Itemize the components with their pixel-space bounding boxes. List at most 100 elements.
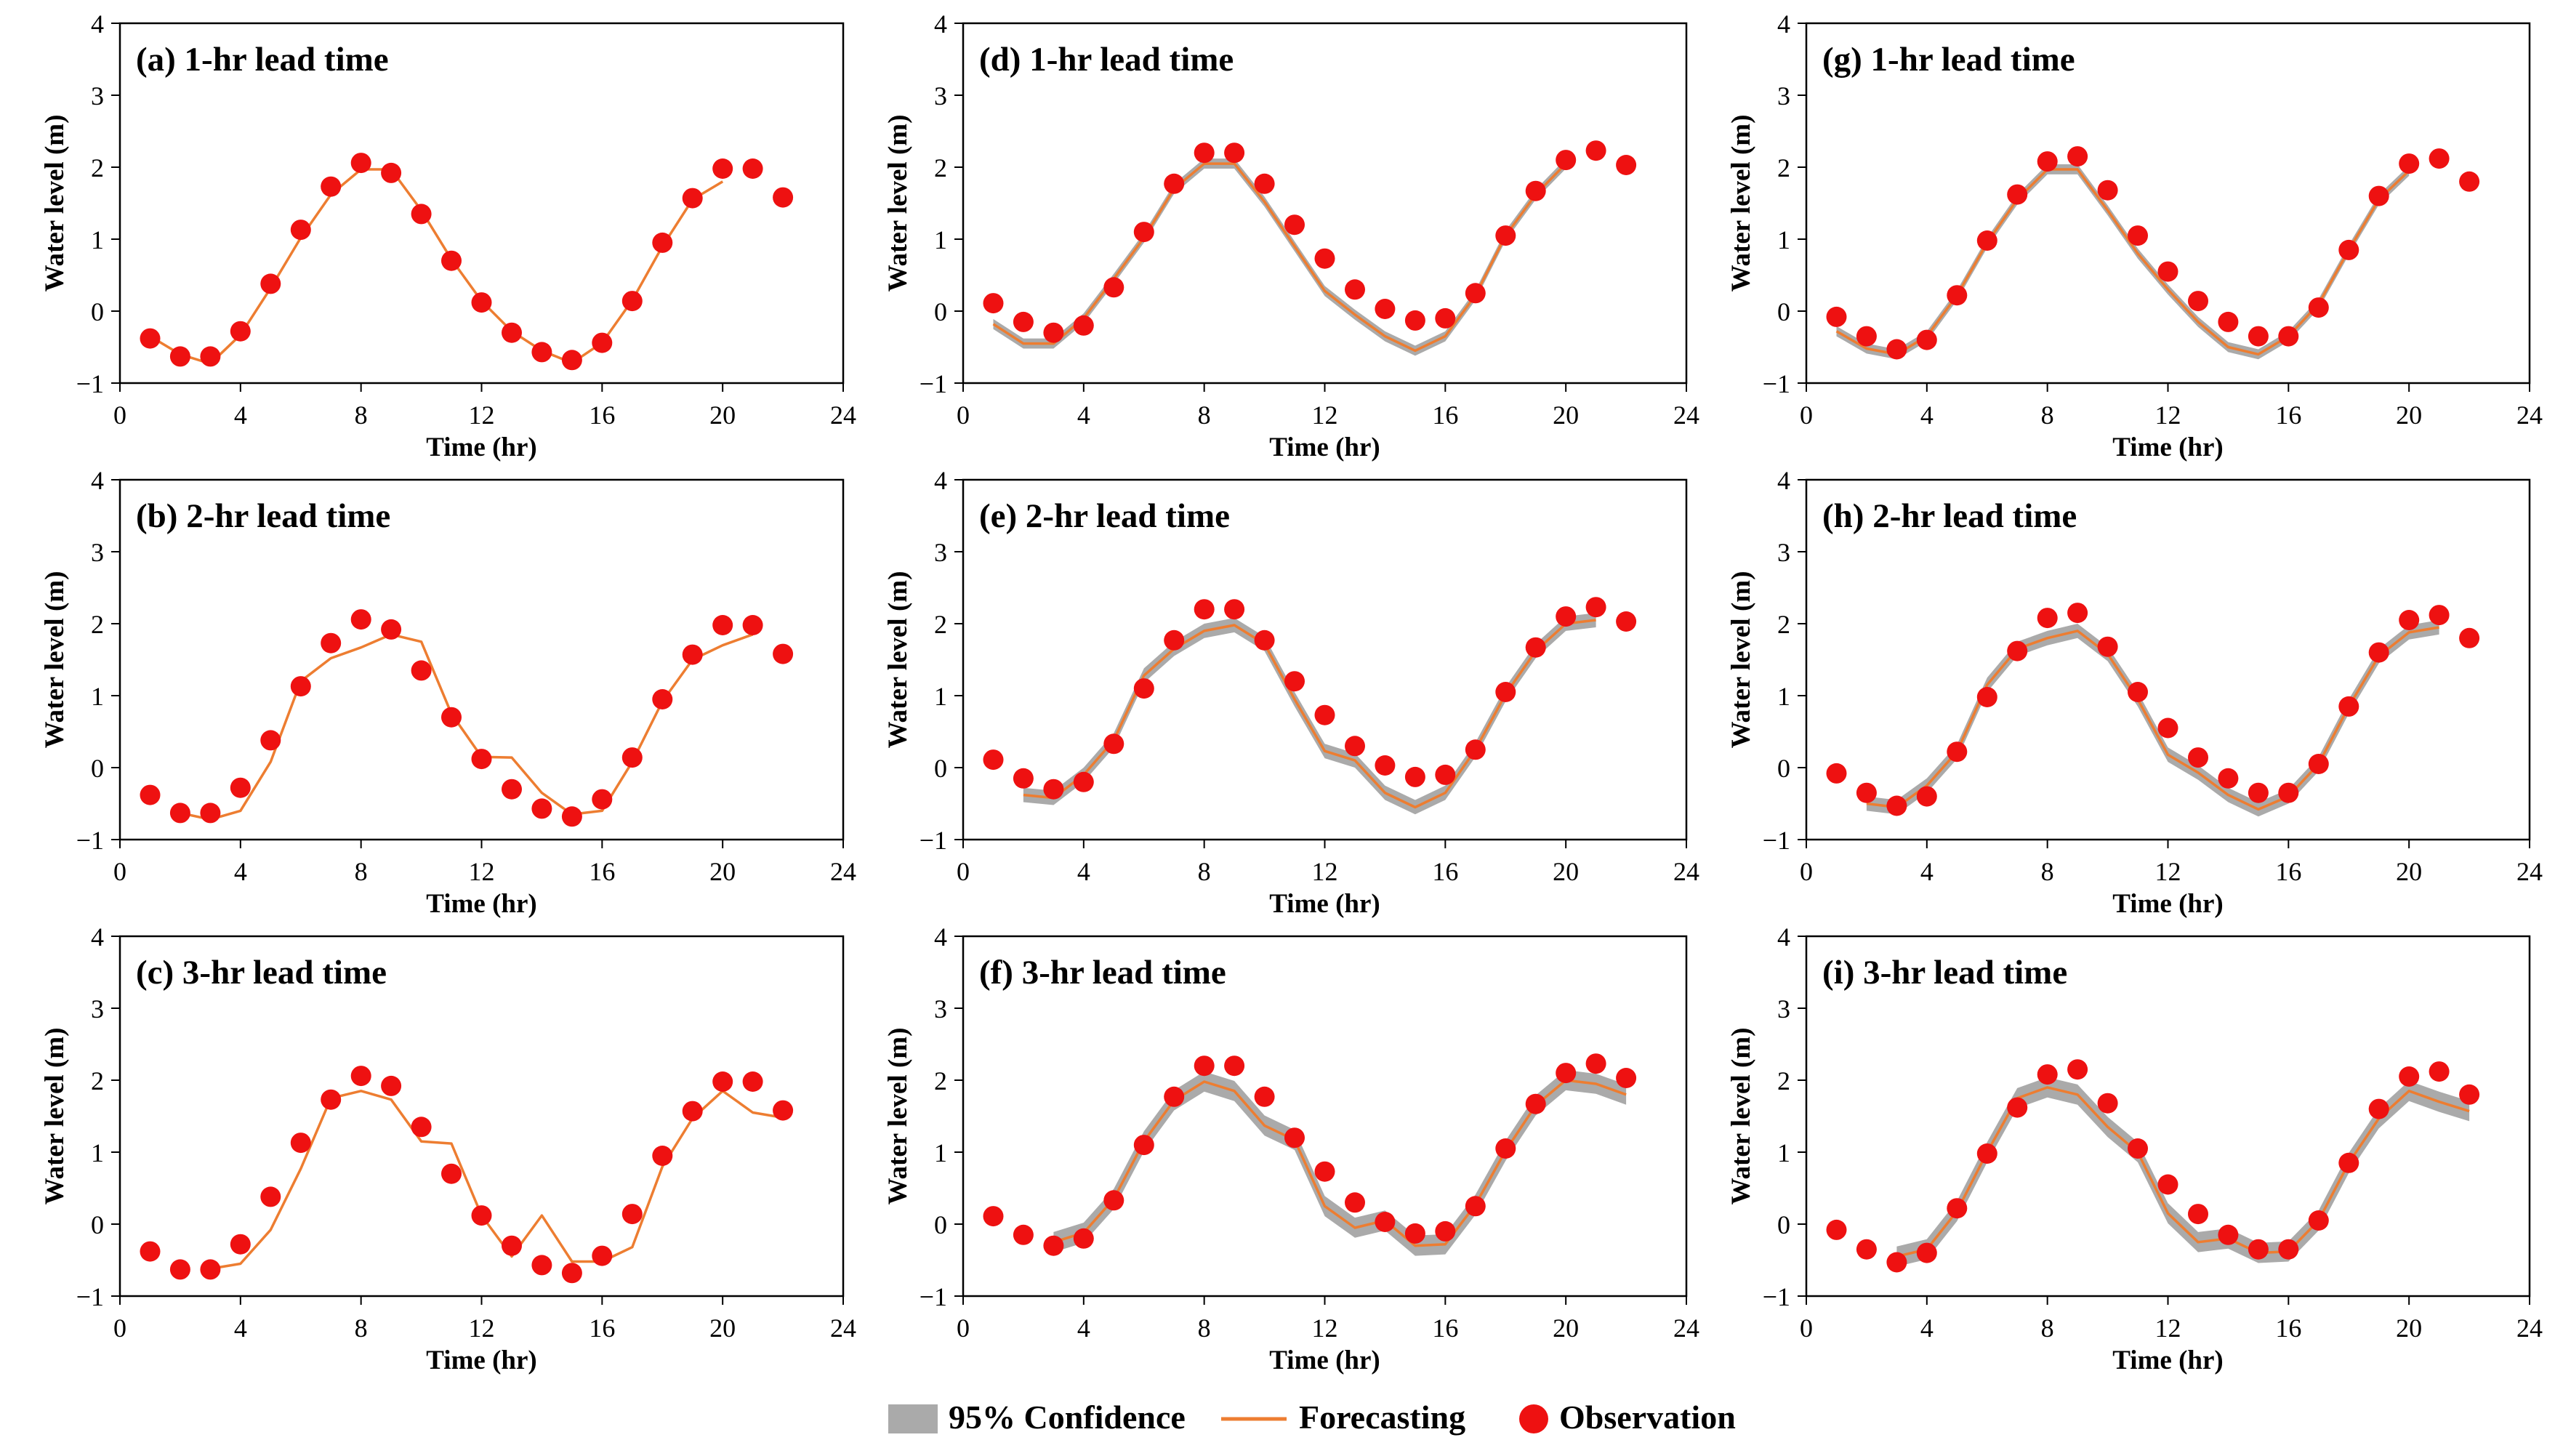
observation-point: [2188, 747, 2208, 768]
panel-title: (g) 1-hr lead time: [1822, 41, 2075, 79]
x-tick-label: 20: [709, 857, 736, 886]
observation-point: [621, 1204, 643, 1225]
observation-point: [381, 162, 402, 183]
observation-point: [2278, 782, 2299, 803]
observation-point: [1916, 1242, 1937, 1263]
observation-point: [1556, 606, 1577, 627]
x-tick-label: 8: [355, 401, 368, 430]
y-tick-label: −1: [1763, 369, 1790, 398]
x-tick-label: 0: [957, 1314, 970, 1343]
y-axis-label: Water level (m): [1726, 1028, 1756, 1205]
y-tick-label: −1: [1763, 826, 1790, 855]
confidence-band-h: [1866, 620, 2439, 817]
observation-point: [260, 1186, 281, 1207]
observation-point: [1886, 1252, 1907, 1273]
y-axis-label: Water level (m): [883, 1028, 913, 1205]
observation-point: [1194, 599, 1215, 620]
observation-point: [712, 158, 733, 179]
y-axis-label: Water level (m): [1726, 571, 1756, 749]
observation-point: [2459, 1084, 2480, 1105]
forecast-line-e: [1023, 619, 1596, 809]
y-tick-label: 0: [1777, 297, 1790, 326]
observation-point: [652, 1146, 673, 1166]
observation-point: [1013, 1224, 1034, 1245]
observation-point: [1826, 763, 1847, 784]
observation-point: [502, 1235, 522, 1256]
x-tick-label: 0: [1800, 857, 1813, 886]
y-tick-label: 0: [934, 1210, 947, 1239]
observation-point: [2459, 171, 2480, 192]
x-axis-label: Time (hr): [426, 433, 536, 462]
observation-point: [2459, 627, 2480, 648]
observation-point: [1856, 326, 1877, 347]
x-tick-label: 0: [957, 857, 970, 886]
y-tick-label: 0: [91, 754, 104, 783]
confidence-band-e: [1023, 613, 1596, 815]
observation-point: [2157, 261, 2178, 282]
observation-point: [983, 1206, 1004, 1227]
panel-title: (d) 1-hr lead time: [979, 41, 1234, 79]
observation-point: [1856, 782, 1877, 803]
observation-point: [441, 707, 462, 728]
observation-point: [2128, 682, 2148, 702]
observation-point: [2338, 696, 2359, 717]
observation-point: [1525, 180, 1546, 201]
observation-point: [2429, 148, 2450, 169]
y-tick-label: 3: [91, 538, 104, 567]
y-tick-label: 4: [934, 466, 947, 495]
x-tick-label: 12: [1312, 1314, 1338, 1343]
observation-point: [321, 176, 342, 197]
observation-point: [1616, 611, 1637, 632]
observation-point: [1585, 1053, 1606, 1074]
x-tick-label: 16: [1432, 1314, 1458, 1343]
observation-point: [2368, 642, 2389, 663]
x-axis-label: Time (hr): [426, 889, 536, 919]
observation-point: [1284, 1127, 1305, 1149]
legend-observation-marker: [1519, 1404, 1548, 1433]
observation-point: [1556, 1063, 1577, 1084]
observation-point: [2368, 185, 2389, 206]
observation-point: [381, 1075, 402, 1096]
observation-point: [1947, 741, 1968, 763]
observation-point: [592, 789, 613, 810]
x-tick-label: 4: [1077, 1314, 1090, 1343]
x-tick-label: 16: [2275, 1314, 2301, 1343]
x-axis-label: Time (hr): [1269, 1346, 1380, 1375]
y-axis-label: Water level (m): [40, 115, 70, 292]
y-tick-label: 3: [1777, 994, 1790, 1023]
y-tick-label: 2: [91, 1066, 104, 1095]
observation-point: [1254, 1086, 1275, 1107]
y-axis-label: Water level (m): [883, 115, 913, 292]
observation-point: [2308, 1210, 2329, 1231]
x-tick-label: 12: [469, 857, 495, 886]
observation-point: [2308, 297, 2329, 318]
observation-point: [742, 615, 763, 635]
observation-point: [1345, 279, 1365, 300]
observation-point: [1375, 299, 1396, 319]
observation-point: [1375, 1212, 1396, 1232]
y-tick-label: 1: [934, 225, 947, 254]
observation-point: [2188, 1204, 2208, 1225]
observation-point: [1164, 1086, 1185, 1107]
y-tick-label: 3: [91, 994, 104, 1023]
y-tick-label: 2: [1777, 610, 1790, 639]
observation-point: [1495, 1138, 1516, 1159]
observation-point: [2067, 146, 2088, 167]
observation-point: [2278, 1239, 2299, 1260]
x-tick-label: 4: [234, 401, 247, 430]
observation-point: [742, 158, 763, 179]
observation-point: [2007, 184, 2028, 205]
y-tick-label: 2: [934, 1066, 947, 1095]
y-tick-label: 3: [91, 81, 104, 110]
observation-point: [1404, 1223, 1425, 1244]
observation-point: [411, 204, 432, 225]
legend-observation-label: Observation: [1559, 1399, 1736, 1436]
y-tick-label: 4: [91, 9, 104, 39]
x-tick-label: 12: [1312, 857, 1338, 886]
observation-point: [1826, 1219, 1847, 1240]
observation-point: [1465, 739, 1486, 760]
observation-point: [621, 747, 643, 768]
